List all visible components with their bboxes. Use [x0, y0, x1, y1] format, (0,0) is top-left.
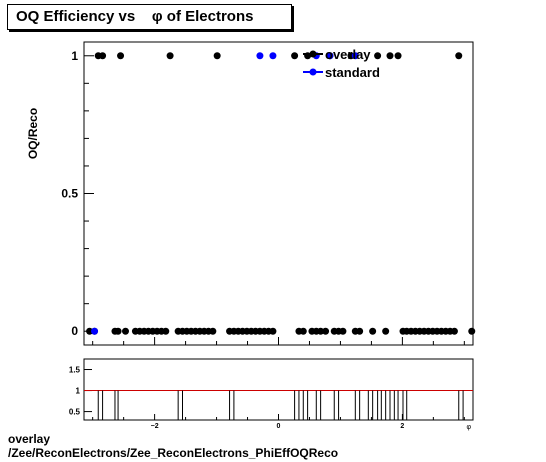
point-overlay [209, 327, 217, 335]
point-overlay [166, 52, 174, 60]
point-overlay [356, 327, 364, 335]
ratio-y-tick-label: 0.5 [69, 408, 81, 417]
ratio-frame [83, 358, 474, 421]
point-overlay [122, 327, 130, 335]
point-overlay [374, 52, 382, 60]
point-overlay [162, 327, 170, 335]
point-overlay [394, 52, 402, 60]
main-plot: 0 0.5 1 OQ/Reco overlay standard [26, 41, 476, 346]
point-standard [351, 52, 359, 60]
point-overlay [339, 327, 347, 335]
chart-svg: 0 0.5 1 OQ/Reco overlay standard 0.5 1 1.5 −2 0 2 φ [26, 41, 476, 431]
legend-marker-standard [309, 68, 317, 76]
point-standard [326, 52, 334, 60]
y-tick-label: 1 [71, 49, 78, 63]
title-box: OQ Efficiency vs φ of Electrons [7, 4, 292, 30]
legend-label-standard: standard [325, 65, 380, 80]
point-overlay [114, 327, 122, 335]
chart-title: OQ Efficiency vs φ of Electrons [16, 8, 254, 25]
point-standard [269, 52, 277, 60]
point-overlay [369, 327, 377, 335]
point-overlay [317, 327, 325, 335]
footer-line2: /Zee/ReconElectrons/Zee_ReconElectrons_P… [8, 446, 339, 460]
ratio-y-tick-label: 1 [76, 387, 81, 396]
point-overlay [455, 52, 463, 60]
y-tick-label: 0 [71, 324, 78, 338]
x-axis-label: φ [466, 424, 471, 431]
point-overlay [269, 327, 277, 335]
footer-line1: overlay [8, 432, 51, 446]
legend-label-overlay: overlay [325, 47, 371, 62]
point-overlay [468, 327, 476, 335]
y-axis-label: OQ/Reco [26, 108, 40, 159]
point-overlay [291, 52, 299, 60]
x-tick-label: 0 [277, 423, 281, 430]
y-tick-label: 0.5 [61, 187, 78, 201]
point-standard [91, 327, 99, 335]
ratio-plot: 0.5 1 1.5 −2 0 2 φ [69, 358, 474, 431]
point-overlay [86, 327, 94, 335]
x-tick-label: −2 [151, 423, 159, 430]
legend-marker-overlay [309, 50, 317, 58]
legend: overlay standard [303, 47, 380, 80]
point-standard [256, 52, 264, 60]
point-overlay [117, 52, 125, 60]
point-overlay [99, 52, 107, 60]
point-overlay [382, 327, 390, 335]
point-overlay [299, 327, 307, 335]
point-overlay [322, 327, 330, 335]
main-frame [83, 41, 474, 346]
point-overlay [213, 52, 221, 60]
ratio-y-tick-label: 1.5 [69, 366, 81, 375]
point-overlay [450, 327, 458, 335]
x-tick-label: 2 [400, 423, 404, 430]
point-overlay [386, 52, 394, 60]
